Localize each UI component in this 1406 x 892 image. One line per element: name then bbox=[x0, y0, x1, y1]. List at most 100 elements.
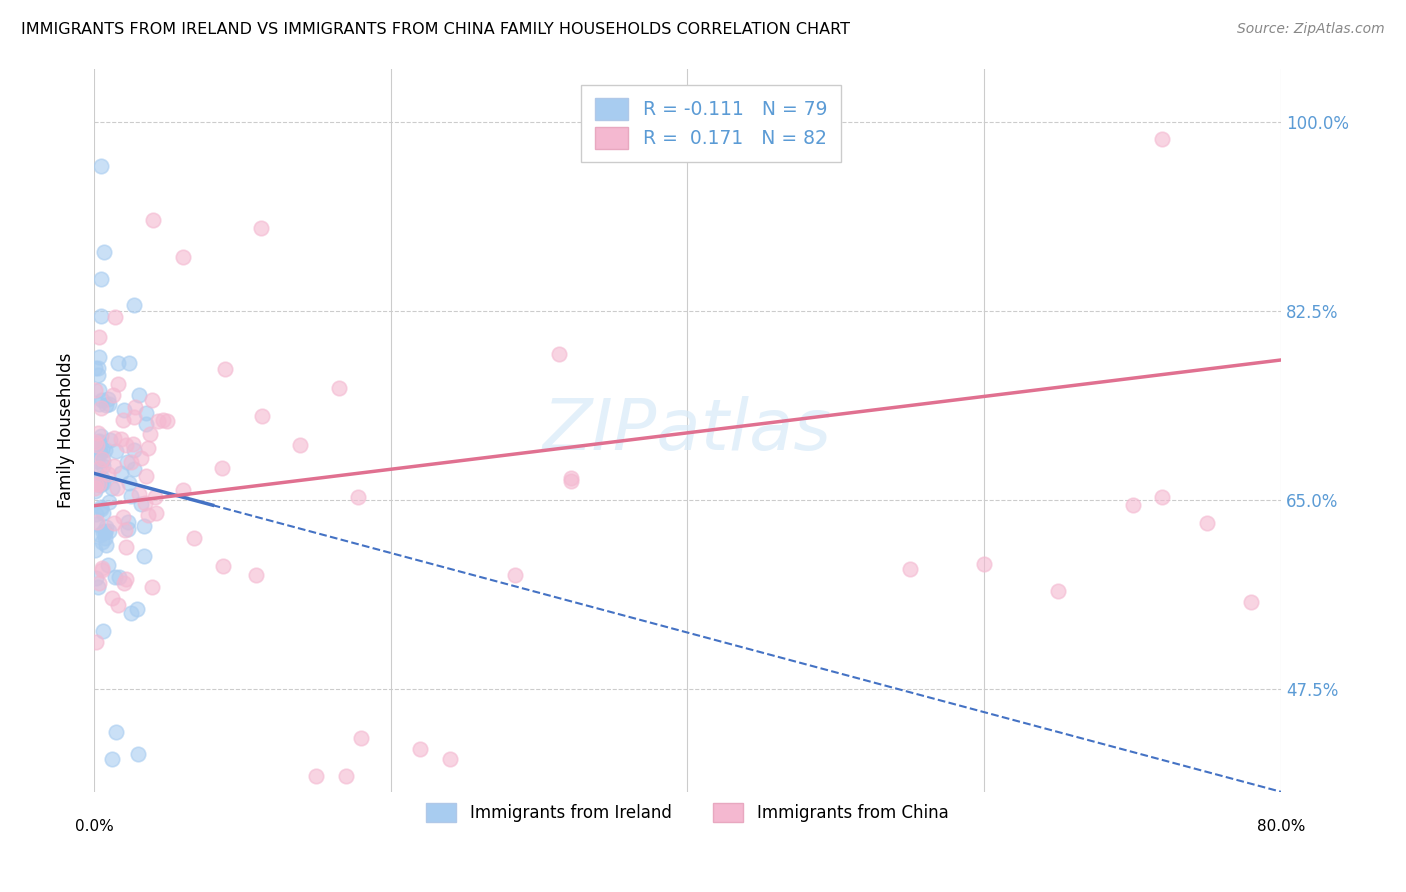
Point bbox=[103, 458, 125, 473]
Point bbox=[114, 540, 136, 554]
Point bbox=[145, 506, 167, 520]
Point bbox=[86, 571, 108, 585]
Point bbox=[86, 454, 108, 468]
Point bbox=[98, 433, 121, 447]
Point bbox=[172, 251, 194, 265]
Point bbox=[91, 476, 114, 491]
Point bbox=[107, 570, 129, 584]
Point bbox=[87, 425, 110, 440]
Point bbox=[86, 515, 108, 529]
Point bbox=[214, 362, 236, 376]
Point bbox=[90, 429, 112, 443]
Point bbox=[104, 570, 127, 584]
Point bbox=[156, 414, 179, 428]
Point bbox=[87, 476, 110, 491]
Point bbox=[1122, 498, 1144, 512]
Point bbox=[87, 350, 110, 364]
Point bbox=[90, 500, 112, 515]
Point bbox=[250, 221, 273, 235]
Point bbox=[112, 510, 135, 524]
Point bbox=[86, 516, 108, 531]
Point bbox=[146, 414, 169, 428]
Point bbox=[91, 561, 114, 575]
Point bbox=[84, 384, 107, 398]
Point bbox=[94, 524, 117, 538]
Text: 80.0%: 80.0% bbox=[1257, 819, 1305, 834]
Point bbox=[87, 434, 110, 449]
Point bbox=[114, 438, 136, 452]
Point bbox=[105, 725, 128, 739]
Point bbox=[100, 752, 122, 766]
Point bbox=[111, 413, 134, 427]
Point bbox=[84, 543, 107, 558]
Point bbox=[84, 434, 107, 449]
Point bbox=[94, 532, 117, 546]
Point bbox=[90, 401, 112, 415]
Point bbox=[117, 516, 139, 530]
Point bbox=[89, 309, 111, 323]
Point bbox=[89, 330, 111, 344]
Point bbox=[172, 483, 194, 498]
Point bbox=[124, 400, 146, 414]
Point bbox=[560, 474, 582, 488]
Text: ZIPatlas: ZIPatlas bbox=[543, 396, 832, 465]
Point bbox=[91, 624, 114, 638]
Point bbox=[112, 403, 135, 417]
Point bbox=[103, 516, 125, 531]
Text: Source: ZipAtlas.com: Source: ZipAtlas.com bbox=[1237, 22, 1385, 37]
Point bbox=[84, 463, 107, 477]
Point bbox=[91, 506, 114, 520]
Point bbox=[138, 441, 160, 455]
Text: IMMIGRANTS FROM IRELAND VS IMMIGRANTS FROM CHINA FAMILY HOUSEHOLDS CORRELATION C: IMMIGRANTS FROM IRELAND VS IMMIGRANTS FR… bbox=[21, 22, 851, 37]
Point bbox=[122, 409, 145, 424]
Point bbox=[129, 497, 152, 511]
Point bbox=[328, 381, 350, 395]
Point bbox=[84, 439, 107, 453]
Point bbox=[1047, 583, 1070, 598]
Point bbox=[117, 522, 139, 536]
Point bbox=[129, 450, 152, 465]
Point bbox=[89, 442, 111, 456]
Point bbox=[548, 347, 571, 361]
Point bbox=[409, 741, 432, 756]
Point bbox=[84, 360, 107, 375]
Point bbox=[183, 531, 205, 545]
Point bbox=[132, 518, 155, 533]
Point bbox=[98, 524, 121, 538]
Point bbox=[94, 442, 117, 457]
Point bbox=[118, 476, 141, 491]
Point bbox=[973, 557, 995, 571]
Point bbox=[120, 455, 142, 469]
Point bbox=[94, 519, 117, 533]
Point bbox=[97, 558, 120, 572]
Point bbox=[503, 568, 526, 582]
Point bbox=[141, 580, 163, 594]
Point bbox=[87, 368, 110, 383]
Point bbox=[93, 525, 115, 540]
Point bbox=[128, 388, 150, 402]
Point bbox=[84, 483, 107, 498]
Point bbox=[898, 562, 921, 576]
Point bbox=[89, 477, 111, 491]
Point bbox=[107, 377, 129, 392]
Point bbox=[152, 413, 174, 427]
Point bbox=[94, 398, 117, 412]
Point bbox=[107, 356, 129, 370]
Point bbox=[100, 591, 122, 605]
Point bbox=[120, 607, 142, 621]
Point bbox=[87, 435, 110, 450]
Point bbox=[135, 417, 157, 432]
Point bbox=[107, 598, 129, 612]
Point bbox=[305, 768, 328, 782]
Point bbox=[211, 461, 233, 475]
Point bbox=[110, 432, 132, 446]
Text: 0.0%: 0.0% bbox=[75, 819, 114, 834]
Point bbox=[124, 298, 146, 312]
Point bbox=[89, 528, 111, 542]
Point bbox=[97, 467, 120, 482]
Point bbox=[87, 361, 110, 376]
Point bbox=[91, 453, 114, 467]
Point bbox=[89, 383, 111, 397]
Point bbox=[98, 397, 121, 411]
Point bbox=[103, 310, 125, 324]
